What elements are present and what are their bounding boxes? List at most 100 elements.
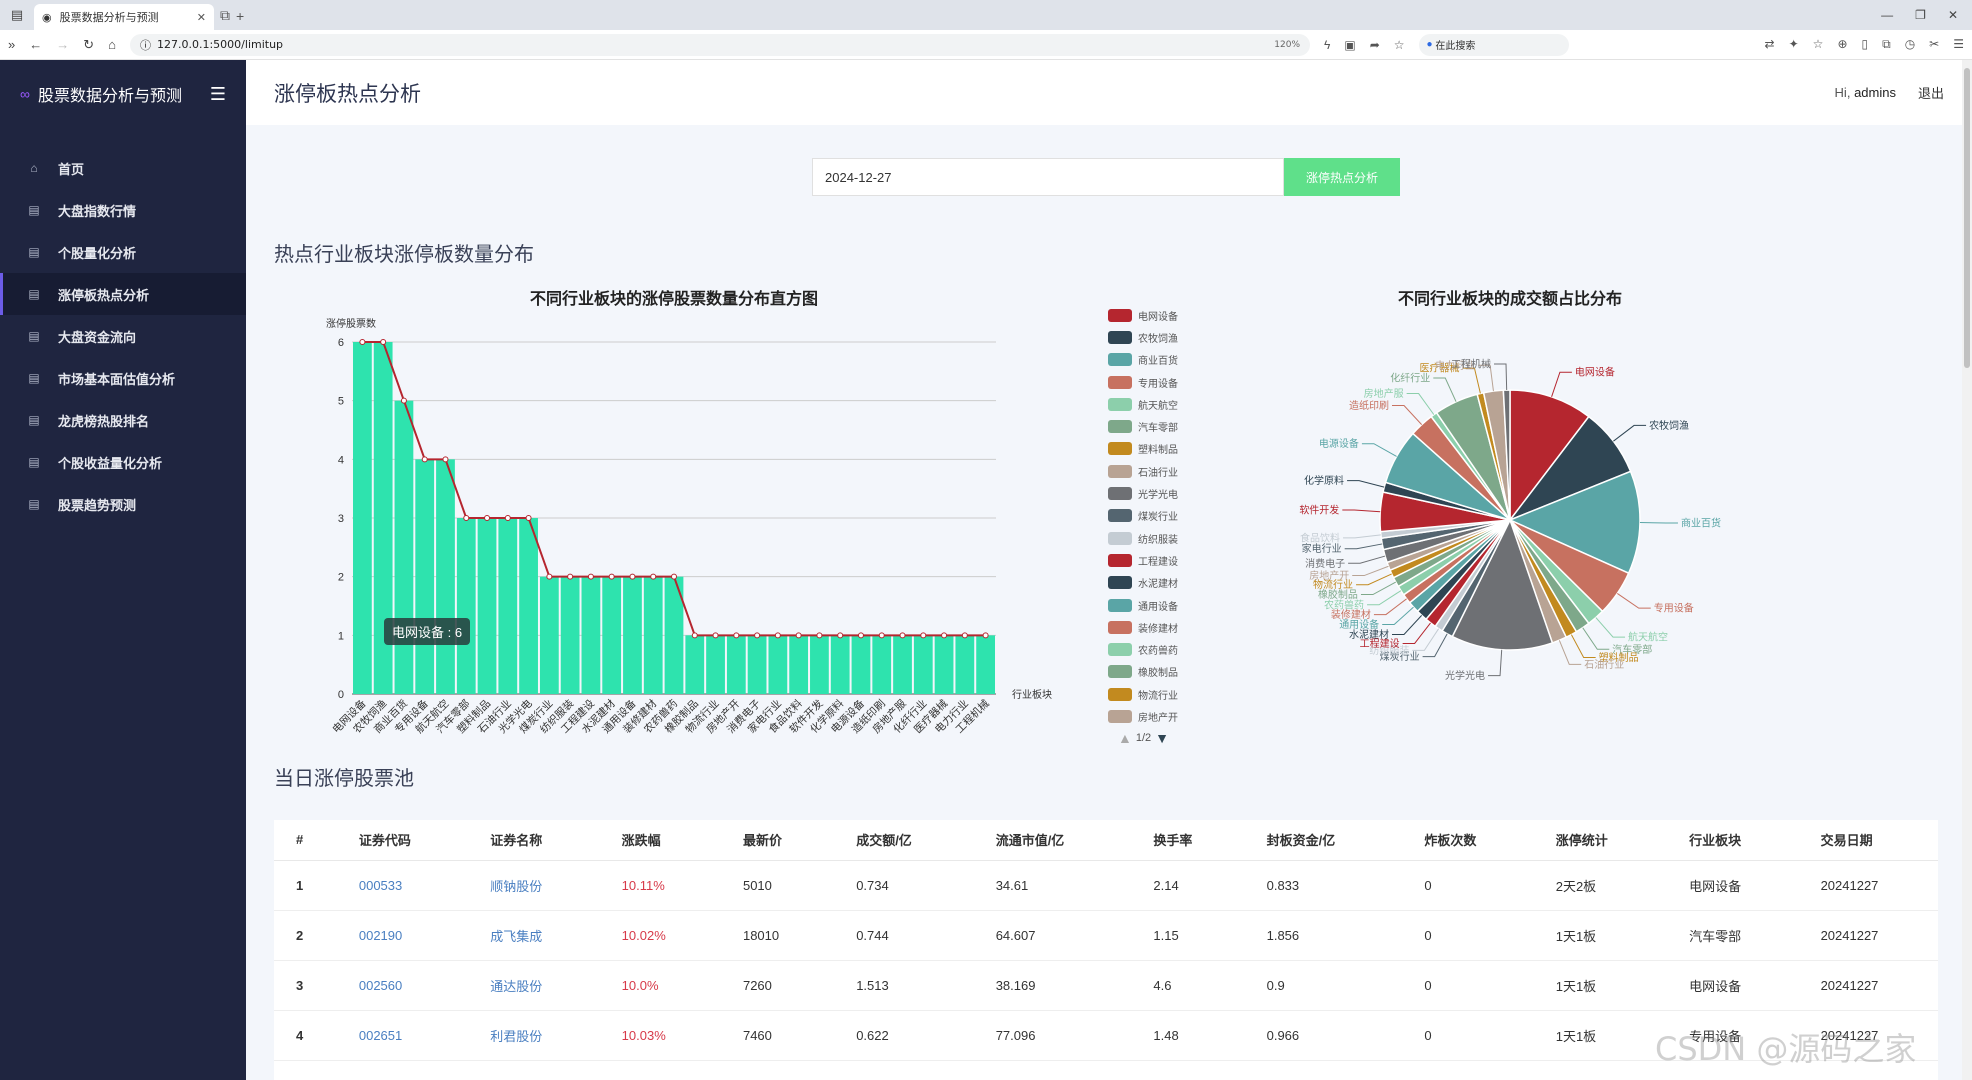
bar[interactable] [810,635,829,694]
legend-item[interactable]: 物流行业 [1108,683,1218,705]
sidebar-item[interactable]: ▤ 涨停板热点分析 [0,273,246,315]
table-header-cell[interactable]: 炸板次数 [1420,820,1552,861]
bar[interactable] [394,400,414,694]
logout-link[interactable]: 退出 [1917,86,1944,101]
bar[interactable] [436,459,455,694]
screenshot-icon[interactable]: ✂ [1929,37,1940,51]
table-header-cell[interactable]: 交易日期 [1816,820,1938,861]
sidebar-item[interactable]: ▤ 个股量化分析 [0,231,246,273]
bar[interactable] [477,518,497,694]
sidebar-item[interactable]: ▤ 个股收益量化分析 [0,441,246,483]
legend-item[interactable]: 房地产开 [1108,705,1218,727]
pie-slice[interactable] [1502,389,1511,521]
table-header-cell[interactable]: 最新价 [738,820,853,861]
legend-item[interactable]: 汽车零部 [1108,415,1218,437]
legend-item[interactable]: 煤炭行业 [1108,505,1218,527]
legend-item[interactable]: 农药兽药 [1108,638,1218,660]
lightning-icon[interactable]: ϟ [1324,37,1331,52]
browser-tab[interactable]: ◉ 股票数据分析与预测 ✕ [34,4,214,30]
legend-item[interactable]: 橡胶制品 [1108,661,1218,683]
bar[interactable] [872,635,892,694]
bar[interactable] [415,459,435,694]
table-header-cell[interactable]: 涨停统计 [1551,820,1686,861]
extensions-icon[interactable]: ✦ [1788,37,1799,51]
bar[interactable] [581,576,601,694]
legend-item[interactable]: 石油行业 [1108,460,1218,482]
sidebar-toggle-icon[interactable]: ▤ [10,7,24,22]
expand-icon[interactable]: » [8,37,16,52]
stock-code-link[interactable]: 002190 [358,927,403,943]
bookmark-icon[interactable]: ☆ [1812,37,1824,51]
stock-name-link[interactable]: 顺钠股份 [490,878,543,894]
site-info-icon[interactable]: ⓘ [140,38,151,52]
bar[interactable] [664,576,684,694]
page-scrollbar[interactable] [1962,60,1972,1080]
stock-name-link[interactable]: 通达股份 [490,978,543,994]
sidebar-item[interactable]: ▤ 龙虎榜热股排名 [0,399,246,441]
home-icon[interactable]: ⌂ [108,37,116,52]
pie-slice[interactable] [1451,518,1554,651]
legend-next-icon[interactable]: ▼ [1155,729,1170,746]
stock-code-link[interactable]: 002651 [358,1027,403,1043]
legend-item[interactable]: 水泥建材 [1108,572,1218,594]
forward-icon[interactable]: → [56,37,70,52]
bar[interactable] [893,635,912,694]
legend-item[interactable]: 装修建材 [1108,616,1218,638]
bar[interactable] [851,635,871,694]
bar[interactable] [373,342,393,694]
bar[interactable] [934,635,954,694]
star-icon[interactable]: ☆ [1393,37,1405,52]
bar[interactable] [643,576,663,694]
analyze-button[interactable]: 涨停热点分析 [1284,158,1400,196]
menu-icon[interactable]: ☰ [1953,37,1964,51]
sidebar-item[interactable]: ▤ 股票趋势预测 [0,483,246,525]
close-window-icon[interactable]: ✕ [1947,8,1958,22]
collapse-menu-icon[interactable]: ☰ [209,83,226,104]
table-header-cell[interactable]: 成交额/亿 [852,820,992,861]
legend-item[interactable]: 纺织服装 [1108,527,1218,549]
legend-item[interactable]: 电网设备 [1108,304,1218,326]
translate-icon[interactable]: ⇄ [1764,37,1775,51]
table-header-cell[interactable]: 换手率 [1149,820,1263,861]
bar[interactable] [353,342,372,694]
sidebar-item[interactable]: ▤ 市场基本面估值分析 [0,357,246,399]
legend-item[interactable]: 专用设备 [1108,371,1218,393]
legend-item[interactable]: 农牧饲渔 [1108,326,1218,348]
url-field[interactable]: ⓘ 127.0.0.1:5000/limitup 120% [130,33,1310,56]
sidebar-item[interactable]: ▤ 大盘资金流向 [0,315,246,357]
bar[interactable] [789,635,809,694]
stock-code-link[interactable]: 000533 [358,877,403,893]
legend-prev-icon[interactable]: ▲ [1118,729,1132,746]
table-header-cell[interactable]: 行业板块 [1685,820,1817,861]
table-header-cell[interactable]: 流通市值/亿 [991,820,1150,861]
minimize-icon[interactable]: — [1881,8,1894,22]
tab-split-icon[interactable]: ⧉ [220,7,230,23]
stock-name-link[interactable]: 成飞集成 [490,928,543,944]
share-icon[interactable]: ➦ [1369,37,1380,52]
download-icon[interactable]: ⊕ [1837,37,1848,51]
bar[interactable] [913,635,933,694]
bar[interactable] [456,518,476,694]
reader-icon[interactable]: ▣ [1344,37,1356,52]
date-input[interactable]: 2024-12-27 [812,158,1284,196]
bar[interactable] [685,635,705,694]
bar[interactable] [768,635,788,694]
bar[interactable] [830,635,850,694]
zoom-level[interactable]: 120% [1274,39,1300,50]
browser-search-box[interactable]: ● 在此搜索 [1418,33,1569,56]
phone-icon[interactable]: ▯ [1861,37,1869,51]
bar[interactable] [747,635,767,694]
pie-slice[interactable] [1509,389,1590,523]
table-header-cell[interactable]: 涨跌幅 [617,820,739,861]
legend-item[interactable]: 光学光电 [1108,482,1218,504]
bar[interactable] [623,576,642,694]
bar[interactable] [498,518,518,694]
legend-item[interactable]: 商业百货 [1108,349,1218,371]
legend-item[interactable]: 通用设备 [1108,594,1218,616]
legend-item[interactable]: 塑料制品 [1108,438,1218,460]
bar[interactable] [539,576,559,694]
table-header-cell[interactable]: 封板资金/亿 [1262,820,1421,861]
tab-close-icon[interactable]: ✕ [196,10,206,24]
new-tab-icon[interactable]: + [236,8,245,24]
bar[interactable] [976,635,995,694]
